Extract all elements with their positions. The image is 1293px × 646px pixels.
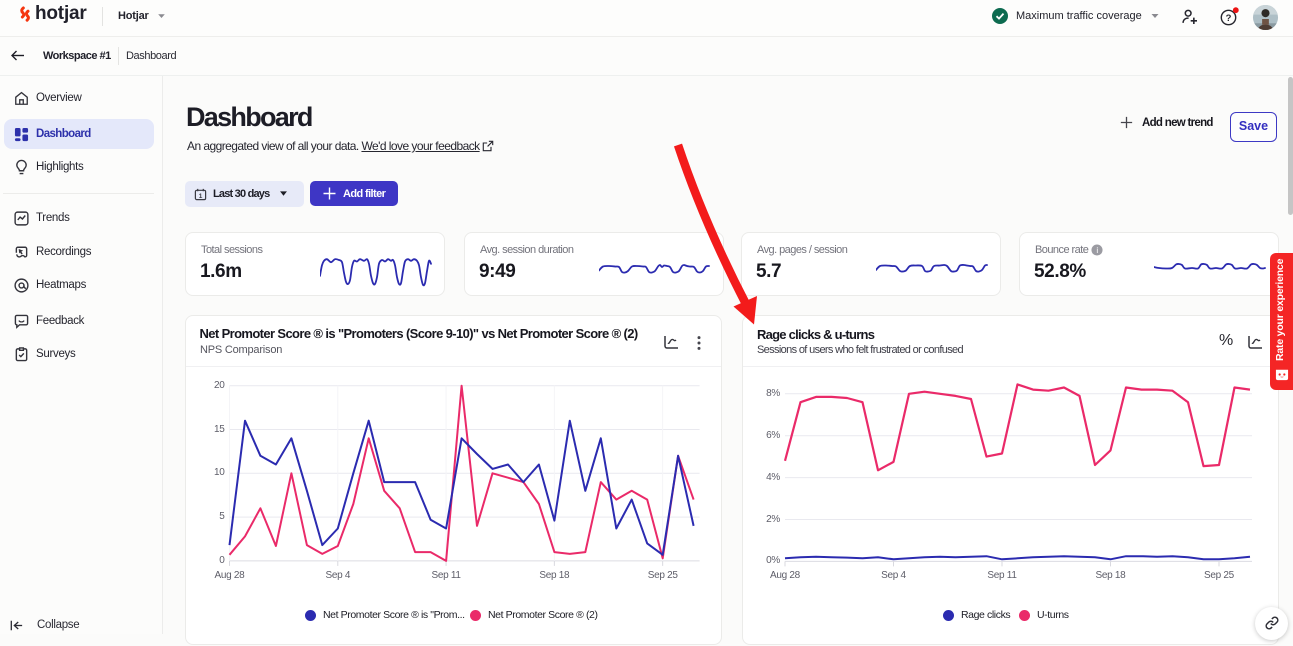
svg-text:?: ? — [1226, 13, 1232, 24]
svg-text:1: 1 — [199, 193, 203, 200]
svg-text:i: i — [1096, 245, 1098, 255]
